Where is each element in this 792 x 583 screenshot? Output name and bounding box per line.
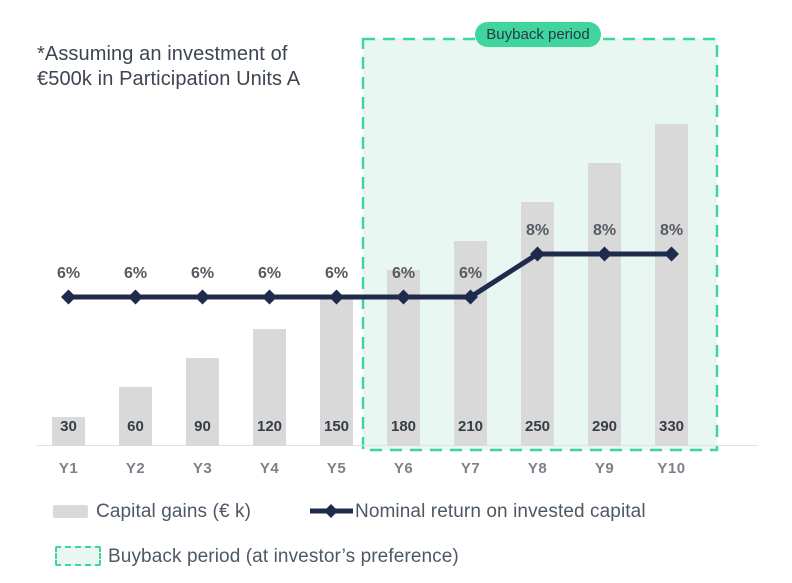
line-point-label: 6% bbox=[324, 265, 349, 282]
capital-gains-swatch-icon bbox=[53, 505, 88, 518]
line-point-label: 8% bbox=[659, 222, 684, 239]
bar-value-label: 330 bbox=[658, 418, 685, 435]
bar-value-label: 180 bbox=[390, 418, 417, 435]
bar-value-label: 30 bbox=[60, 418, 77, 435]
capital-gains-bar bbox=[253, 329, 286, 446]
legend-nominal-return-label: Nominal return on invested capital bbox=[355, 501, 646, 522]
assumption-note: *Assuming an investment of €500k in Part… bbox=[37, 42, 300, 92]
line-diamond-marker bbox=[61, 289, 76, 305]
x-axis-label: Y5 bbox=[326, 460, 347, 477]
bar-value-label: 250 bbox=[524, 418, 551, 435]
capital-gains-bar bbox=[119, 387, 152, 446]
line-point-label: 6% bbox=[123, 265, 148, 282]
bar-value-label: 210 bbox=[457, 418, 484, 435]
x-axis-label: Y6 bbox=[393, 460, 414, 477]
legend-buyback-label: Buyback period (at investor’s preference… bbox=[108, 546, 459, 567]
line-diamond-marker bbox=[128, 289, 143, 305]
bar-value-label: 150 bbox=[323, 418, 350, 435]
bar-value-label: 290 bbox=[591, 418, 618, 435]
assumption-note-line1: *Assuming an investment of bbox=[37, 43, 288, 65]
line-diamond-marker bbox=[262, 289, 277, 305]
x-axis-label: Y10 bbox=[657, 460, 686, 477]
capital-gains-bar bbox=[320, 299, 353, 446]
bar-value-label: 60 bbox=[127, 418, 144, 435]
buyback-dashed-box-icon bbox=[55, 546, 101, 566]
line-point-label: 6% bbox=[257, 265, 282, 282]
x-axis-label: Y1 bbox=[58, 460, 79, 477]
capital-gains-bar bbox=[52, 417, 85, 446]
line-point-label: 6% bbox=[190, 265, 215, 282]
x-axis-label: Y2 bbox=[125, 460, 146, 477]
x-axis-label: Y9 bbox=[594, 460, 615, 477]
legend-capital-gains-label: Capital gains (€ k) bbox=[96, 501, 252, 522]
x-axis-label: Y3 bbox=[192, 460, 213, 477]
capital-gains-bar bbox=[588, 163, 621, 446]
capital-gains-bar bbox=[655, 124, 688, 446]
line-point-label: 8% bbox=[592, 222, 617, 239]
line-point-label: 8% bbox=[525, 222, 550, 239]
x-axis-label: Y7 bbox=[460, 460, 481, 477]
x-axis-label: Y4 bbox=[259, 460, 280, 477]
assumption-note-line2: €500k in Participation Units A bbox=[37, 68, 301, 90]
line-diamond-marker bbox=[195, 289, 210, 305]
buyback-badge: Buyback period bbox=[475, 22, 601, 47]
bar-value-label: 120 bbox=[256, 418, 283, 435]
x-axis-label: Y8 bbox=[527, 460, 548, 477]
nominal-return-line-icon bbox=[310, 504, 353, 518]
bar-value-label: 90 bbox=[194, 418, 211, 435]
capital-gains-bar bbox=[186, 358, 219, 446]
line-point-label: 6% bbox=[391, 265, 416, 282]
line-point-label: 6% bbox=[56, 265, 81, 282]
line-point-label: 6% bbox=[458, 265, 483, 282]
